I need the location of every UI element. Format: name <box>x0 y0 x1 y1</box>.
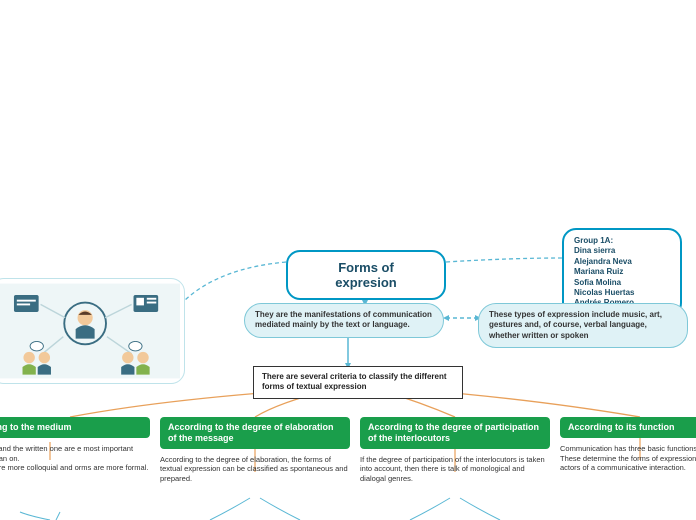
illustration <box>0 278 185 384</box>
category-header: According to the degree of participation… <box>360 417 550 449</box>
category-desc: According to the degree of elaboration, … <box>160 449 350 484</box>
category-desc: en language and the written one are e mo… <box>0 438 150 473</box>
group-member: Mariana Ruiz <box>574 267 670 277</box>
group-member: Sofia Molina <box>574 278 670 288</box>
classify-node: There are several criteria to classify t… <box>253 366 463 399</box>
title-node: Forms of expresion <box>286 250 446 300</box>
group-heading: Group 1A: <box>574 236 670 246</box>
group-member: Dina sierra <box>574 246 670 256</box>
category-header: According to its function <box>560 417 696 438</box>
category-header: According to the medium <box>0 417 150 438</box>
category-function: According to its function Communication … <box>560 417 696 473</box>
category-header: According to the degree of elaboration o… <box>160 417 350 449</box>
group-member: Alejandra Neva <box>574 257 670 267</box>
category-desc: If the degree of participation of the in… <box>360 449 550 484</box>
definition-main: They are the manifestations of communica… <box>244 303 444 338</box>
group-member: Nicolas Huertas <box>574 288 670 298</box>
category-desc: Communication has three basic functions … <box>560 438 696 473</box>
category-elaboration: According to the degree of elaboration o… <box>160 417 350 484</box>
category-participation: According to the degree of participation… <box>360 417 550 484</box>
definition-types: These types of expression include music,… <box>478 303 688 348</box>
category-medium: According to the medium en language and … <box>0 417 150 473</box>
